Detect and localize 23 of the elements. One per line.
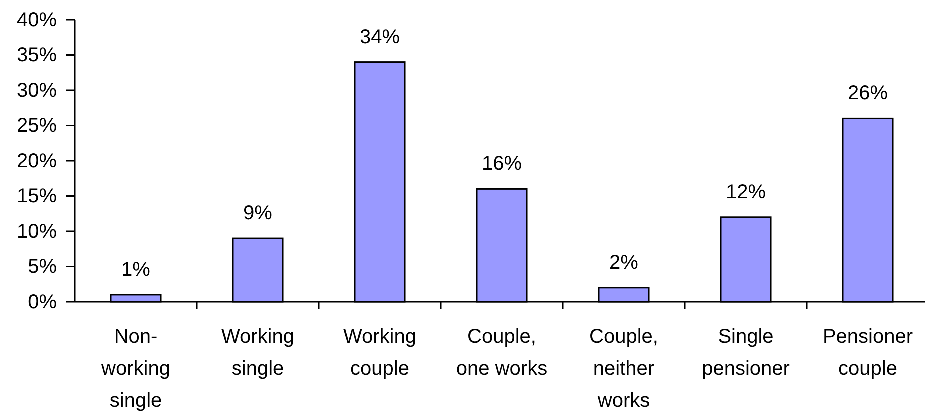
y-tick-label: 15% [16,186,58,208]
x-tick-label: Single pensioner [702,326,790,380]
x-tick-label: Couple, neither works [590,326,658,412]
data-label: 12% [726,181,766,204]
y-tick-label: 40% [16,9,58,32]
y-tick-label: 35% [16,44,58,67]
data-label: 26% [848,82,888,105]
y-tick-label: 10% [16,220,58,243]
y-tick-label: 30% [16,80,58,102]
data-label: 1% [122,258,151,281]
data-label: 34% [360,26,400,48]
x-tick-label: Pensioner couple [822,326,914,380]
y-tick-label: 0% [28,291,58,314]
x-tick-label: Working couple [344,326,416,380]
y-tick-label: 25% [16,115,58,138]
x-tick-label: Working single [222,326,294,380]
data-label: 2% [610,252,639,274]
y-tick-label: 20% [16,150,58,172]
data-label: 16% [482,153,522,176]
x-tick-label: Couple, one works [456,326,548,380]
y-tick-label: 5% [28,256,58,278]
data-label: 9% [244,202,273,225]
x-tick-label: Non- working single [100,326,170,412]
